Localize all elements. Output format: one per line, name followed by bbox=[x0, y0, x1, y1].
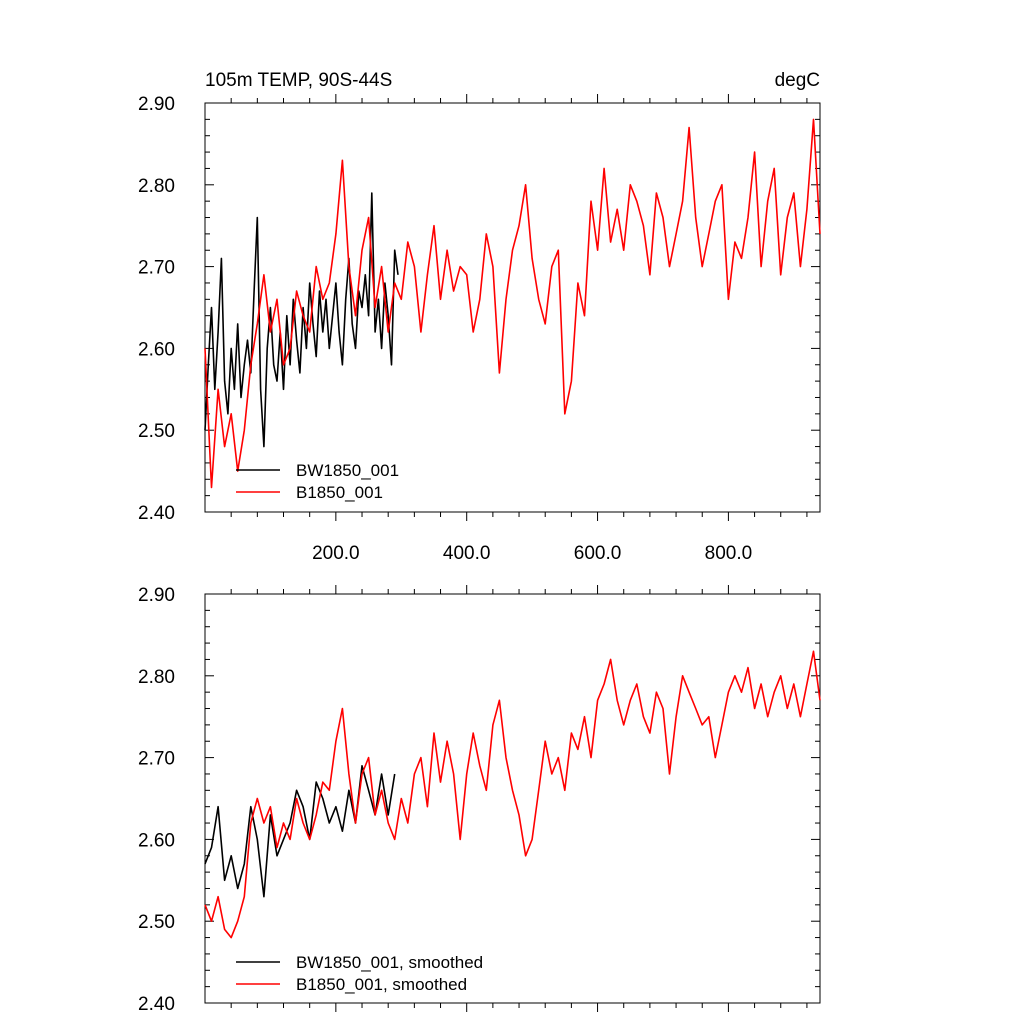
bottom-panel: 2.40 2.50 2.60 2.70 2.80 2.90 BW1850_001, smoo… bbox=[138, 585, 821, 1015]
series-line-1 bbox=[204, 118, 821, 489]
x-tick-label: 800.0 bbox=[705, 543, 753, 564]
y-tick-label: 2.70 bbox=[138, 749, 175, 770]
plot-frame bbox=[204, 593, 821, 1004]
x-tick-label: 400.0 bbox=[443, 543, 491, 564]
legend-label: BW1850_001 bbox=[296, 461, 399, 480]
legend-label: B1850_001 bbox=[296, 483, 383, 502]
y-tick-label: 2.60 bbox=[138, 339, 175, 360]
legend-label: B1850_001, smoothed bbox=[296, 975, 467, 994]
x-tick-label: 200.0 bbox=[312, 543, 360, 564]
y-tick-label: 2.50 bbox=[138, 421, 175, 442]
top-panel: 105m TEMP, 90S-44S degC 2.40 2.50 2.60 2.70… bbox=[138, 70, 821, 564]
y-tick-label: 2.50 bbox=[138, 912, 175, 933]
y-tick-label: 2.40 bbox=[138, 994, 175, 1015]
y-tick-label: 2.40 bbox=[138, 503, 175, 524]
top-panel-units: degC bbox=[775, 70, 820, 91]
top-panel-title: 105m TEMP, 90S-44S bbox=[205, 70, 392, 91]
x-tick-label: 600.0 bbox=[574, 543, 622, 564]
legend-label: BW1850_001, smoothed bbox=[296, 953, 483, 972]
y-tick-label: 2.90 bbox=[138, 585, 175, 606]
series-line-0 bbox=[204, 192, 399, 448]
y-tick-label: 2.60 bbox=[138, 830, 175, 851]
y-tick-label: 2.90 bbox=[138, 94, 175, 115]
series-line-0 bbox=[204, 764, 396, 898]
y-tick-label: 2.80 bbox=[138, 176, 175, 197]
plot-frame bbox=[204, 102, 821, 513]
y-tick-label: 2.80 bbox=[138, 667, 175, 688]
y-tick-label: 2.70 bbox=[138, 258, 175, 279]
series-line-1 bbox=[204, 650, 821, 939]
